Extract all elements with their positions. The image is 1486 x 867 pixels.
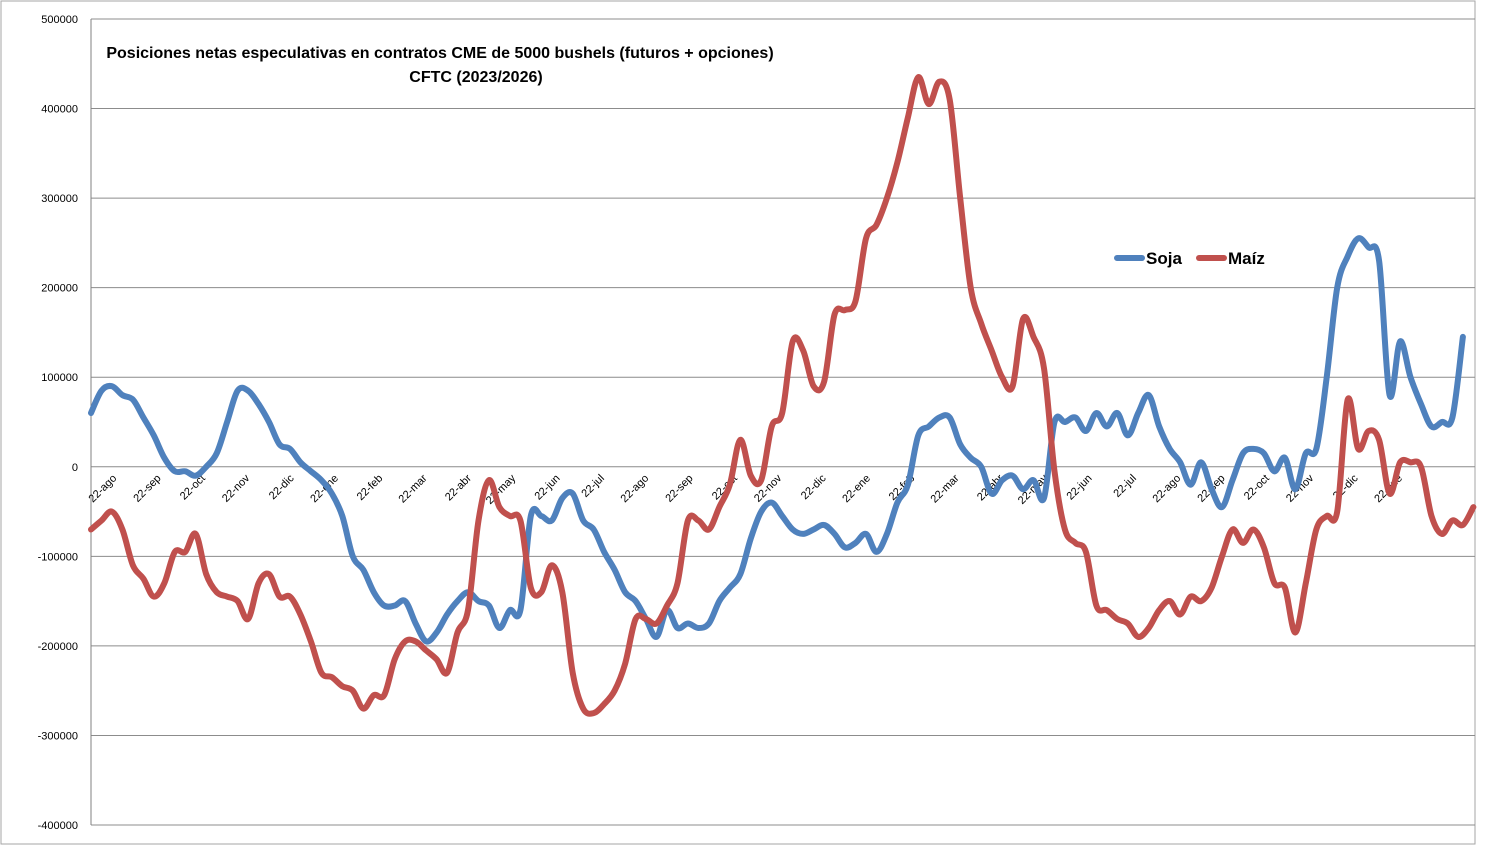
y-tick-label: 100000: [41, 372, 78, 384]
y-tick-label: 300000: [41, 193, 78, 205]
y-tick-label: -300000: [38, 730, 78, 742]
series-line-maiz: [88, 74, 1477, 717]
y-tick-label: 0: [72, 462, 78, 474]
series-line-soja: [88, 235, 1466, 645]
chart-title: Posiciones netas especulativas en contra…: [106, 45, 773, 62]
chart-subtitle: CFTC (2023/2026): [409, 69, 542, 86]
legend-label-maiz: Maíz: [1228, 249, 1265, 268]
y-tick-label: -200000: [38, 641, 78, 653]
y-axis-tick-labels: 500000 400000 300000 200000 100000 0 -100000 -2…: [38, 14, 78, 832]
y-tick-label: 200000: [41, 283, 78, 295]
series-layer: [88, 74, 1477, 717]
outer-border: [0, 0, 1476, 845]
legend: Soja Maíz: [1114, 249, 1265, 268]
y-tick-label: -100000: [38, 551, 78, 563]
y-tick-label: 400000: [41, 104, 78, 116]
legend-label-soja: Soja: [1146, 249, 1182, 268]
y-tick-label: 500000: [41, 14, 78, 26]
gridlines: [91, 18, 1475, 826]
y-tick-label: -400000: [38, 820, 78, 832]
